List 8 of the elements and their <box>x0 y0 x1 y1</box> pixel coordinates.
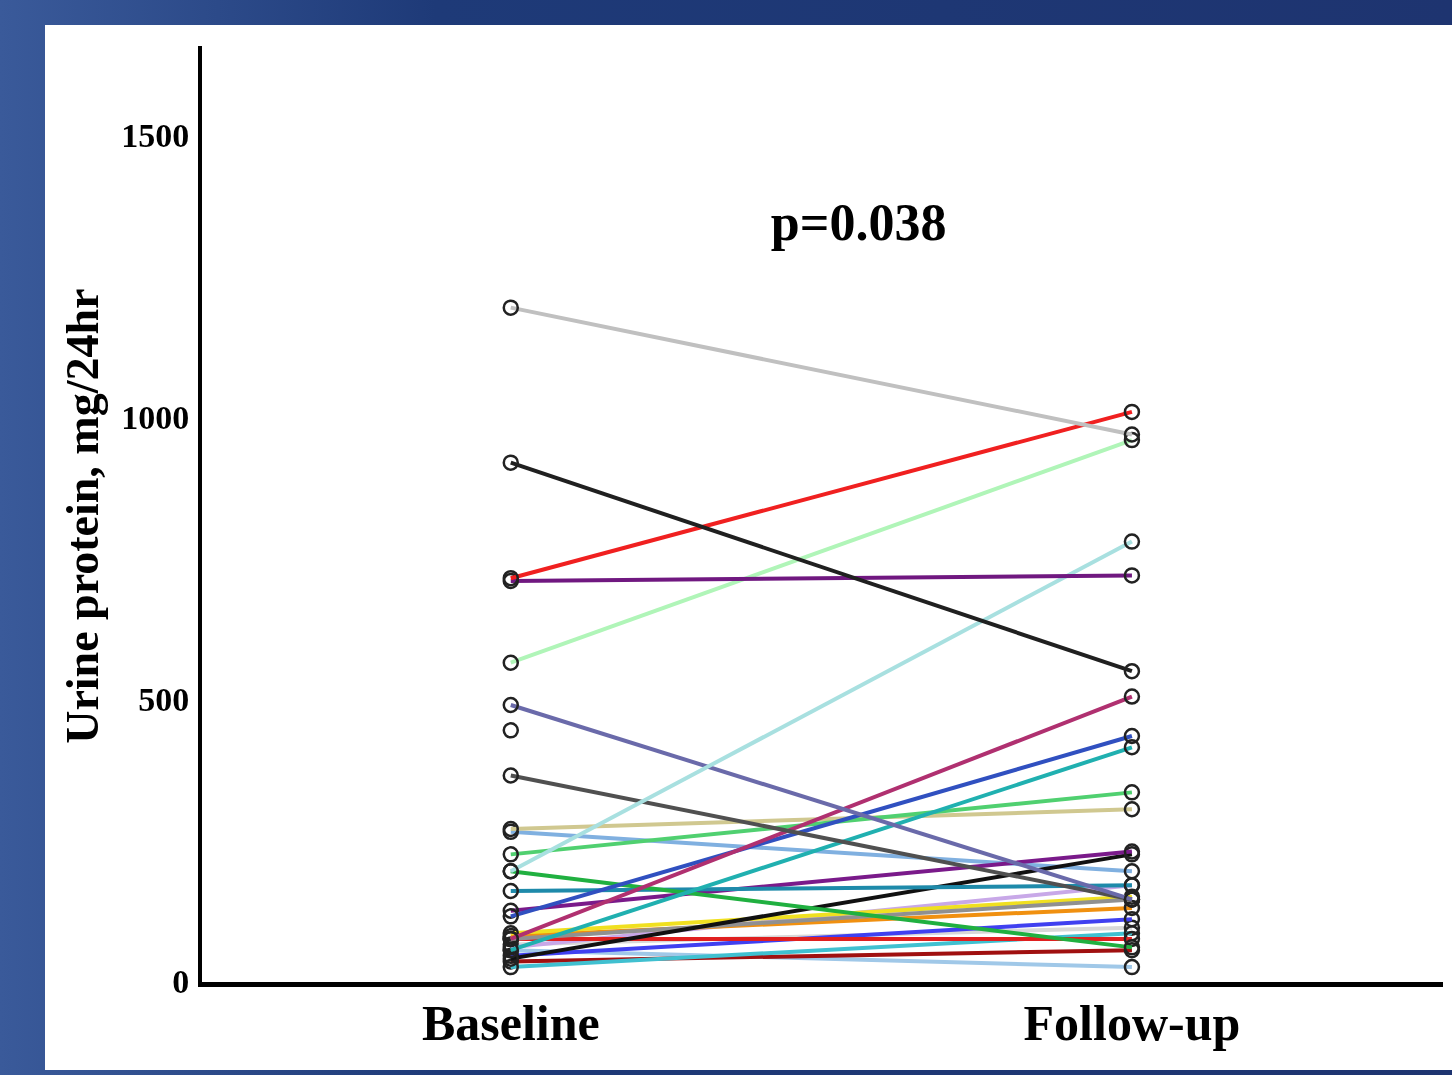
x-tick-label: Follow-up <box>1023 994 1241 1051</box>
x-tick-label: Baseline <box>421 994 600 1051</box>
annotation: p=0.038 <box>770 194 947 252</box>
y-tick-label: 1500 <box>121 117 190 155</box>
y-tick-label: 1000 <box>121 399 190 437</box>
y-axis-title: Urine protein, mg/24hr <box>57 288 109 744</box>
y-tick-label: 500 <box>138 680 190 718</box>
y-tick-label: 0 <box>172 962 190 1000</box>
